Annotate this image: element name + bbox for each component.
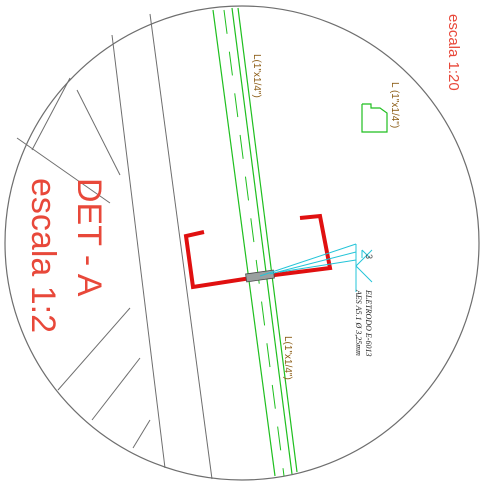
angle-line-outer (212, 9, 276, 477)
angle-label-lower: L(1"x1/4") (282, 336, 293, 380)
hatch-line (31, 77, 71, 151)
angle-label-profile: L (1"x1/4") (389, 82, 400, 128)
angle-profile-section (361, 103, 388, 133)
angle-line-inner (237, 7, 298, 473)
detail-title: DET - A (70, 178, 108, 297)
hatch-line (16, 137, 111, 204)
hatch-line (132, 419, 151, 449)
weld-symbol-arrow (355, 265, 373, 283)
structure-line (111, 34, 166, 469)
angle-lines (212, 7, 298, 477)
leader-line (269, 251, 357, 275)
weld-size: 3 (364, 254, 374, 259)
detail-scale: escala 1:2 (24, 178, 62, 333)
leader-line (279, 259, 357, 273)
weld-leader (259, 243, 373, 292)
weld-symbol-arrow (355, 249, 373, 267)
angle-line-middle (231, 7, 293, 475)
weld-note-line1: ELETRODO E-6013 (364, 289, 373, 356)
structure-line (149, 13, 213, 480)
hatch-line (57, 307, 131, 391)
weld-fillet-symbol (361, 249, 371, 259)
detail-circle (4, 5, 480, 481)
weld-note-line2: AES A5.1 Ø 3,25mm (354, 289, 363, 356)
profile-scale: escala 1:20 (445, 14, 462, 91)
angle-section-shape (361, 103, 388, 133)
structure-lines (16, 13, 213, 480)
hatch-line (76, 89, 121, 176)
hatch-line (91, 357, 141, 421)
leader-line (259, 243, 357, 277)
angle-hidden-line (223, 9, 285, 477)
angle-label-upper: L(1"x1/4") (251, 54, 262, 98)
